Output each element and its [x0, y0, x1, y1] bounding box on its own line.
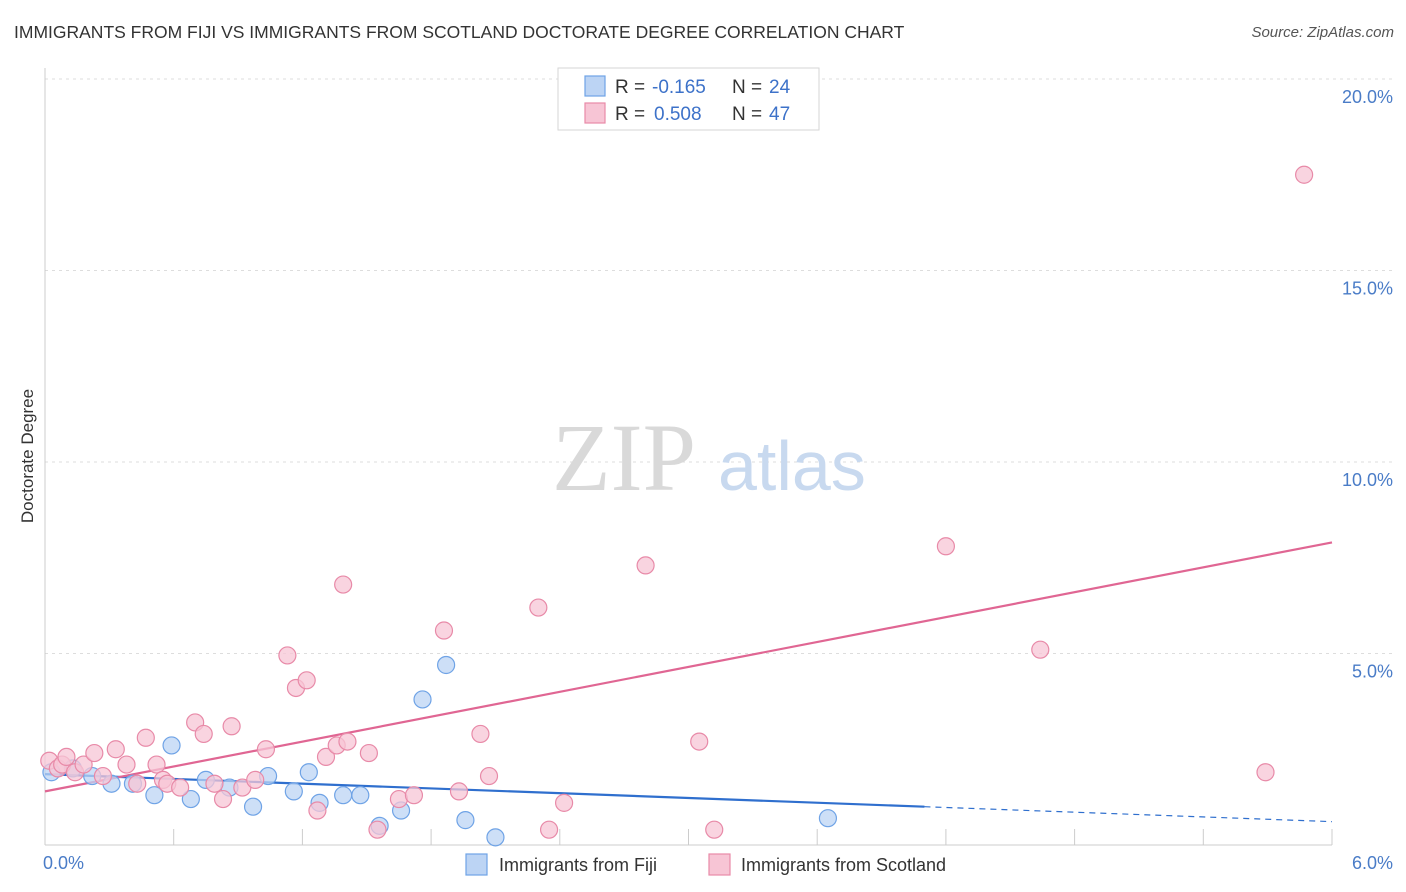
point-fiji-12 [284, 782, 303, 801]
point-fiji-21 [456, 811, 475, 830]
legend-r-value-fiji: -0.165 [652, 77, 706, 98]
chart-title: IMMIGRANTS FROM FIJI VS IMMIGRANTS FROM … [14, 22, 905, 42]
y-tick-labels: 5.0% 10.0% 15.0% 20.0% [1342, 87, 1393, 682]
legend-n-value-scotland: 47 [769, 104, 790, 125]
point-scotland-23 [256, 740, 276, 759]
point-scotland-47 [1031, 640, 1050, 659]
axes [44, 68, 1333, 846]
watermark-zip: ZIP [552, 404, 696, 511]
legend-swatch-scotland [584, 102, 606, 124]
trend-line-fiji-extension [924, 806, 1333, 823]
point-fiji-15 [334, 786, 353, 805]
x-tick-labels: 0.0% 6.0% [43, 853, 1393, 873]
point-scotland-6 [85, 743, 104, 763]
point-scotland-48 [1256, 763, 1275, 782]
data-points [40, 165, 1314, 847]
point-scotland-38 [471, 724, 490, 744]
y-tick-label-3: 20.0% [1342, 87, 1393, 107]
point-scotland-33 [368, 820, 387, 839]
top-legend: R = -0.165 N = 24 R = 0.508 N = 47 [557, 67, 820, 131]
point-scotland-42 [554, 793, 574, 812]
point-scotland-22 [246, 770, 265, 789]
point-scotland-34 [389, 789, 409, 809]
point-scotland-3 [57, 747, 76, 767]
point-scotland-20 [222, 717, 241, 736]
point-fiji-13 [299, 763, 318, 782]
point-fiji-5 [145, 786, 164, 805]
point-scotland-41 [539, 820, 559, 839]
point-scotland-39 [479, 766, 499, 786]
point-scotland-9 [117, 755, 136, 774]
bottom-legend-label-fiji: Immigrants from Fiji [499, 855, 657, 875]
point-scotland-8 [106, 740, 125, 759]
point-scotland-15 [171, 778, 190, 797]
point-fiji-19 [413, 690, 432, 709]
legend-swatch-fiji [584, 75, 606, 97]
x-tick-label-max: 6.0% [1352, 853, 1393, 873]
point-fiji-7 [181, 789, 200, 809]
point-fiji-20 [437, 655, 456, 675]
point-scotland-37 [449, 782, 469, 801]
point-scotland-19 [213, 789, 233, 809]
point-fiji-6 [162, 736, 181, 755]
watermark-atlas: atlas [718, 427, 866, 505]
point-scotland-44 [690, 732, 709, 751]
bottom-legend-swatch-scotland [708, 853, 731, 876]
point-scotland-35 [404, 786, 424, 805]
bottom-legend-swatch-fiji [465, 853, 488, 876]
y-tick-label-0: 5.0% [1352, 662, 1393, 682]
point-scotland-32 [359, 743, 378, 763]
point-fiji-22 [486, 828, 505, 847]
point-scotland-11 [136, 728, 155, 747]
point-scotland-49 [1295, 165, 1314, 184]
point-scotland-28 [316, 747, 336, 767]
gridlines [45, 78, 1394, 654]
point-fiji-23 [818, 809, 838, 828]
legend-r-label-fiji: R = [615, 77, 645, 98]
chart-source: Source: ZipAtlas.com [1251, 24, 1394, 41]
legend-n-label-scotland: N = [732, 104, 762, 125]
point-scotland-5 [74, 755, 93, 774]
point-scotland-18 [205, 774, 224, 793]
point-scotland-43 [636, 556, 655, 575]
point-scotland-46 [936, 537, 956, 556]
point-scotland-7 [93, 766, 113, 786]
x-tick-label-min: 0.0% [43, 853, 84, 873]
watermark: ZIP atlas [552, 404, 866, 511]
legend-n-value-fiji: 24 [769, 77, 791, 98]
point-scotland-45 [705, 820, 724, 839]
point-fiji-10 [243, 797, 263, 816]
y-axis-label: Doctorate Degree [18, 389, 37, 523]
bottom-legend-label-scotland: Immigrants from Scotland [741, 855, 946, 875]
point-scotland-36 [434, 621, 454, 640]
point-scotland-27 [308, 801, 327, 820]
point-scotland-30 [334, 575, 353, 594]
point-fiji-16 [351, 786, 370, 805]
legend-r-value-scotland: 0.508 [654, 104, 702, 125]
point-scotland-12 [147, 755, 166, 774]
y-tick-label-2: 15.0% [1342, 279, 1393, 299]
trend-line-fiji [44, 773, 925, 808]
point-scotland-31 [338, 732, 357, 751]
bottom-legend: Immigrants from Fiji Immigrants from Sco… [465, 853, 946, 876]
legend-n-label-fiji: N = [732, 77, 762, 98]
y-tick-label-1: 10.0% [1342, 470, 1393, 490]
legend-r-label-scotland: R = [615, 104, 645, 125]
point-scotland-26 [297, 671, 316, 690]
trend-line-scotland [44, 541, 1333, 793]
point-scotland-10 [128, 774, 147, 793]
point-scotland-40 [529, 598, 548, 617]
point-scotland-24 [278, 646, 297, 665]
point-scotland-17 [194, 724, 213, 744]
